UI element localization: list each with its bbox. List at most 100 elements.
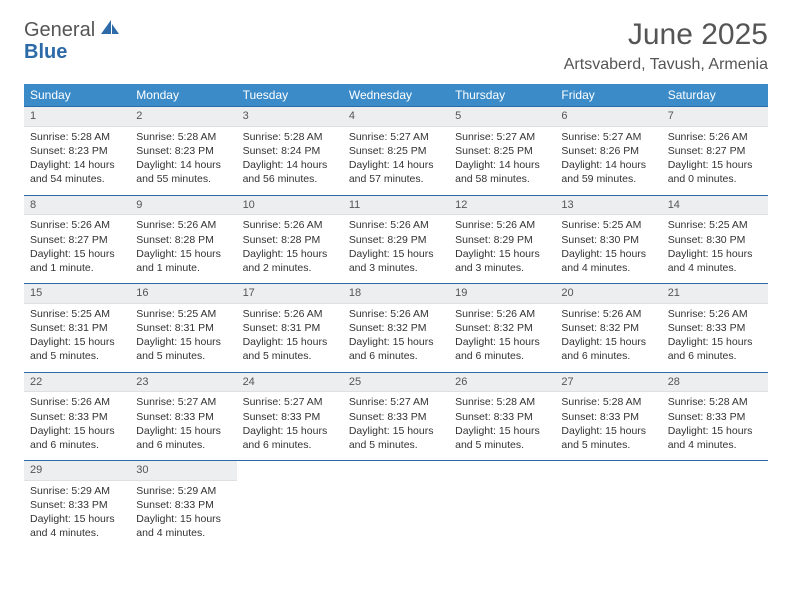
sunset-line: Sunset: 8:32 PM [455, 321, 549, 335]
day-body: Sunrise: 5:27 AMSunset: 8:25 PMDaylight:… [343, 127, 449, 195]
day-body: Sunrise: 5:26 AMSunset: 8:32 PMDaylight:… [555, 304, 661, 372]
daylight-line: Daylight: 15 hours and 5 minutes. [455, 424, 549, 452]
day-body: Sunrise: 5:25 AMSunset: 8:31 PMDaylight:… [130, 304, 236, 372]
sunset-line: Sunset: 8:25 PM [349, 144, 443, 158]
logo-line2: Blue [24, 41, 67, 64]
day-body: Sunrise: 5:26 AMSunset: 8:29 PMDaylight:… [449, 215, 555, 283]
sunrise-line: Sunrise: 5:28 AM [561, 395, 655, 409]
daylight-line: Daylight: 14 hours and 57 minutes. [349, 158, 443, 186]
day-number: 14 [662, 196, 768, 216]
day-body: Sunrise: 5:26 AMSunset: 8:29 PMDaylight:… [343, 215, 449, 283]
calendar-day-cell: 23Sunrise: 5:27 AMSunset: 8:33 PMDayligh… [130, 372, 236, 461]
sunset-line: Sunset: 8:25 PM [455, 144, 549, 158]
calendar-day-cell: 21Sunrise: 5:26 AMSunset: 8:33 PMDayligh… [662, 284, 768, 373]
weekday-header: Wednesday [343, 84, 449, 107]
sunset-line: Sunset: 8:28 PM [136, 233, 230, 247]
sunset-line: Sunset: 8:30 PM [561, 233, 655, 247]
logo-line1: General [24, 19, 95, 41]
logo: General Blue [24, 18, 121, 64]
calendar-day-cell: 24Sunrise: 5:27 AMSunset: 8:33 PMDayligh… [237, 372, 343, 461]
sunrise-line: Sunrise: 5:26 AM [455, 218, 549, 232]
sunset-line: Sunset: 8:33 PM [455, 410, 549, 424]
calendar-day-cell: 30Sunrise: 5:29 AMSunset: 8:33 PMDayligh… [130, 461, 236, 549]
sunrise-line: Sunrise: 5:29 AM [30, 484, 124, 498]
day-body: Sunrise: 5:25 AMSunset: 8:30 PMDaylight:… [555, 215, 661, 283]
calendar-week-row: 1Sunrise: 5:28 AMSunset: 8:23 PMDaylight… [24, 107, 768, 196]
daylight-line: Daylight: 14 hours and 58 minutes. [455, 158, 549, 186]
sunset-line: Sunset: 8:33 PM [136, 498, 230, 512]
calendar-day-cell: 29Sunrise: 5:29 AMSunset: 8:33 PMDayligh… [24, 461, 130, 549]
sunrise-line: Sunrise: 5:26 AM [30, 218, 124, 232]
weekday-header: Thursday [449, 84, 555, 107]
day-body: Sunrise: 5:28 AMSunset: 8:23 PMDaylight:… [24, 127, 130, 195]
calendar-day-cell: 13Sunrise: 5:25 AMSunset: 8:30 PMDayligh… [555, 195, 661, 284]
weekday-header: Saturday [662, 84, 768, 107]
day-number: 22 [24, 373, 130, 393]
daylight-line: Daylight: 15 hours and 4 minutes. [668, 247, 762, 275]
day-body: Sunrise: 5:28 AMSunset: 8:23 PMDaylight:… [130, 127, 236, 195]
daylight-line: Daylight: 15 hours and 5 minutes. [561, 424, 655, 452]
day-number: 11 [343, 196, 449, 216]
sunrise-line: Sunrise: 5:28 AM [243, 130, 337, 144]
calendar-week-row: 8Sunrise: 5:26 AMSunset: 8:27 PMDaylight… [24, 195, 768, 284]
daylight-line: Daylight: 15 hours and 6 minutes. [30, 424, 124, 452]
daylight-line: Daylight: 15 hours and 4 minutes. [561, 247, 655, 275]
calendar-day-cell: 16Sunrise: 5:25 AMSunset: 8:31 PMDayligh… [130, 284, 236, 373]
calendar-day-cell: 12Sunrise: 5:26 AMSunset: 8:29 PMDayligh… [449, 195, 555, 284]
daylight-line: Daylight: 15 hours and 1 minute. [30, 247, 124, 275]
day-number: 17 [237, 284, 343, 304]
sunset-line: Sunset: 8:33 PM [668, 321, 762, 335]
sunset-line: Sunset: 8:30 PM [668, 233, 762, 247]
sunrise-line: Sunrise: 5:27 AM [243, 395, 337, 409]
calendar-week-row: 15Sunrise: 5:25 AMSunset: 8:31 PMDayligh… [24, 284, 768, 373]
day-body: Sunrise: 5:25 AMSunset: 8:30 PMDaylight:… [662, 215, 768, 283]
sunrise-line: Sunrise: 5:25 AM [561, 218, 655, 232]
calendar-day-cell: 15Sunrise: 5:25 AMSunset: 8:31 PMDayligh… [24, 284, 130, 373]
sunset-line: Sunset: 8:27 PM [30, 233, 124, 247]
daylight-line: Daylight: 15 hours and 5 minutes. [243, 335, 337, 363]
day-number: 23 [130, 373, 236, 393]
day-number: 1 [24, 107, 130, 127]
sunset-line: Sunset: 8:31 PM [136, 321, 230, 335]
sunset-line: Sunset: 8:26 PM [561, 144, 655, 158]
day-body: Sunrise: 5:26 AMSunset: 8:27 PMDaylight:… [662, 127, 768, 195]
day-body: Sunrise: 5:28 AMSunset: 8:33 PMDaylight:… [555, 392, 661, 460]
day-number: 16 [130, 284, 236, 304]
sunrise-line: Sunrise: 5:27 AM [349, 130, 443, 144]
sunrise-line: Sunrise: 5:28 AM [455, 395, 549, 409]
daylight-line: Daylight: 15 hours and 4 minutes. [668, 424, 762, 452]
calendar-day-cell [555, 461, 661, 549]
day-number: 27 [555, 373, 661, 393]
sunrise-line: Sunrise: 5:27 AM [455, 130, 549, 144]
calendar-day-cell: 11Sunrise: 5:26 AMSunset: 8:29 PMDayligh… [343, 195, 449, 284]
sunrise-line: Sunrise: 5:26 AM [455, 307, 549, 321]
day-body: Sunrise: 5:27 AMSunset: 8:26 PMDaylight:… [555, 127, 661, 195]
calendar-table: Sunday Monday Tuesday Wednesday Thursday… [24, 84, 768, 549]
day-number: 10 [237, 196, 343, 216]
sunset-line: Sunset: 8:29 PM [455, 233, 549, 247]
daylight-line: Daylight: 15 hours and 3 minutes. [455, 247, 549, 275]
day-number: 29 [24, 461, 130, 481]
sunset-line: Sunset: 8:23 PM [136, 144, 230, 158]
daylight-line: Daylight: 15 hours and 1 minute. [136, 247, 230, 275]
sunset-line: Sunset: 8:32 PM [349, 321, 443, 335]
sunset-line: Sunset: 8:32 PM [561, 321, 655, 335]
day-number: 6 [555, 107, 661, 127]
daylight-line: Daylight: 15 hours and 6 minutes. [243, 424, 337, 452]
day-body: Sunrise: 5:26 AMSunset: 8:32 PMDaylight:… [449, 304, 555, 372]
weekday-header: Friday [555, 84, 661, 107]
day-number: 18 [343, 284, 449, 304]
calendar-day-cell [343, 461, 449, 549]
sunrise-line: Sunrise: 5:25 AM [668, 218, 762, 232]
sunset-line: Sunset: 8:33 PM [349, 410, 443, 424]
day-body: Sunrise: 5:27 AMSunset: 8:25 PMDaylight:… [449, 127, 555, 195]
sunset-line: Sunset: 8:23 PM [30, 144, 124, 158]
calendar-day-cell: 6Sunrise: 5:27 AMSunset: 8:26 PMDaylight… [555, 107, 661, 196]
sunrise-line: Sunrise: 5:26 AM [349, 218, 443, 232]
day-number: 15 [24, 284, 130, 304]
day-body: Sunrise: 5:29 AMSunset: 8:33 PMDaylight:… [24, 481, 130, 549]
daylight-line: Daylight: 15 hours and 5 minutes. [136, 335, 230, 363]
calendar-day-cell: 28Sunrise: 5:28 AMSunset: 8:33 PMDayligh… [662, 372, 768, 461]
sunrise-line: Sunrise: 5:26 AM [668, 307, 762, 321]
calendar-day-cell: 9Sunrise: 5:26 AMSunset: 8:28 PMDaylight… [130, 195, 236, 284]
